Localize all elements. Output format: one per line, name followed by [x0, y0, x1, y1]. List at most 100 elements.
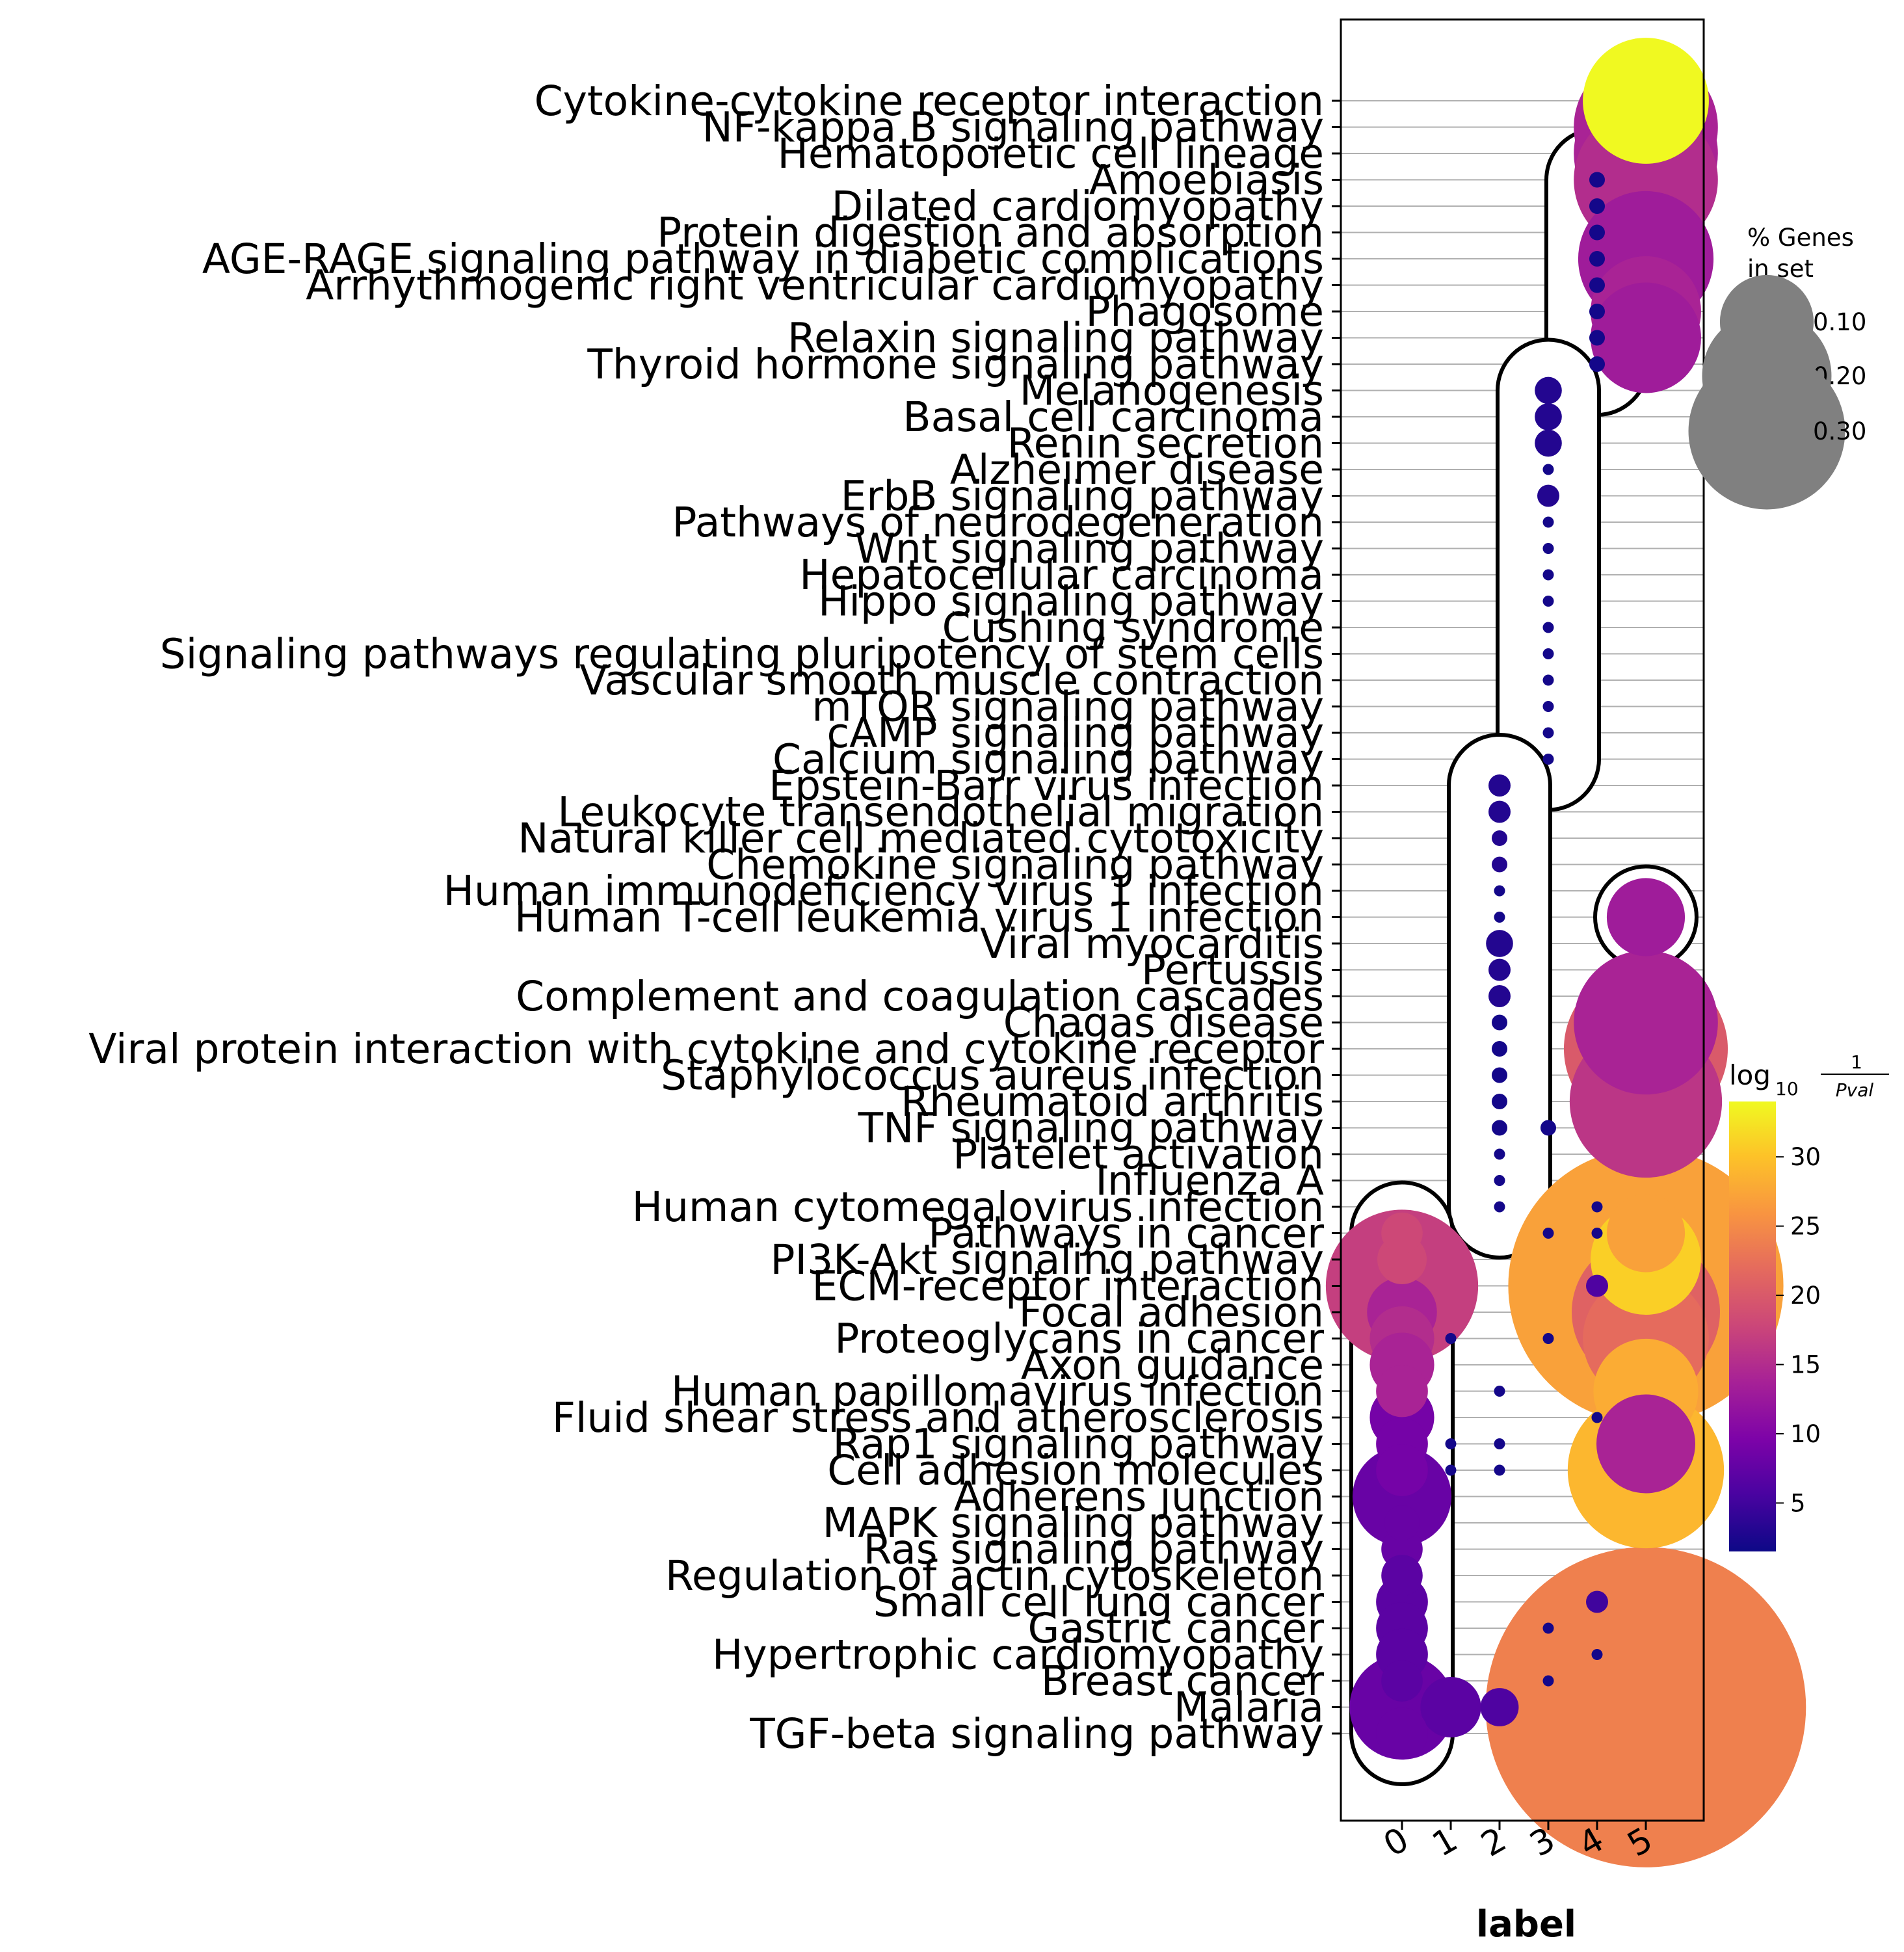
y-tick-marks — [1332, 99, 1341, 1735]
pathway-label: Malaria — [1174, 1684, 1324, 1732]
data-point — [1445, 1464, 1457, 1476]
data-point — [1384, 1505, 1420, 1540]
pathway-label: Pathways of neurodegeneration — [672, 499, 1324, 546]
size-legend: % Genes in set 0.100.200.30 — [1688, 224, 1866, 510]
colorbar-ticks: 5 10 15 20 25 30 — [1776, 1143, 1821, 1517]
data-point — [1542, 1228, 1554, 1239]
pathway-labels: Cytokine-cytokine receptor interactionNF… — [88, 77, 1324, 1758]
pathway-label: Renin secretion — [1007, 420, 1324, 468]
data-points — [1325, 38, 1806, 1867]
x-axis-title: label — [1476, 1903, 1576, 1945]
pathway-label: Dilated cardiomyopathy — [832, 183, 1324, 230]
data-point — [1381, 1212, 1423, 1254]
pathway-label: MAPK signaling pathway — [823, 1499, 1324, 1547]
data-point — [1542, 543, 1554, 554]
pathway-label: Relaxin signaling pathway — [787, 315, 1324, 362]
data-point — [1491, 830, 1508, 847]
pathway-label: Focal adhesion — [1019, 1289, 1324, 1336]
pathway-label: Axon guidance — [1021, 1341, 1324, 1389]
data-point — [1542, 464, 1554, 475]
pathway-label: Complement and coagulation cascades — [516, 973, 1324, 1020]
pathway-label: PI3K-Akt signaling pathway — [771, 1236, 1324, 1284]
data-point — [1586, 1274, 1608, 1297]
data-point — [1491, 1014, 1508, 1031]
data-point — [1591, 1228, 1603, 1239]
pathway-label: Natural killer cell mediated cytotoxicit… — [518, 815, 1324, 862]
pathway-label: Protein digestion and absorption — [657, 209, 1324, 257]
pathway-label: Amoebiasis — [1089, 157, 1324, 204]
data-point — [1376, 1444, 1428, 1496]
plot-frame — [1340, 18, 1705, 1822]
data-point — [1488, 958, 1511, 981]
pathway-label: Melanogenesis — [1020, 367, 1324, 415]
size-legend-dot — [1688, 352, 1845, 510]
pathway-label: Regulation of actin cytoskeleton — [665, 1552, 1324, 1600]
colorbar-tick-label: 25 — [1790, 1213, 1821, 1241]
pathway-label: Fluid shear stress and atherosclerosis — [552, 1394, 1324, 1442]
data-point — [1606, 878, 1686, 956]
pathway-label: Gastric cancer — [1028, 1605, 1325, 1652]
data-point — [1494, 1175, 1505, 1186]
data-point — [1494, 912, 1505, 923]
pathway-label: Hypertrophic cardiomyopathy — [712, 1631, 1324, 1679]
data-point — [1586, 1590, 1608, 1613]
data-point — [1589, 172, 1606, 188]
pathway-label: Basal cell carcinoma — [903, 393, 1324, 441]
data-point — [1480, 1688, 1519, 1726]
data-point — [1591, 282, 1701, 393]
pathway-label: Calcium signaling pathway — [773, 736, 1324, 784]
data-point — [1542, 754, 1554, 765]
pathway-label: TGF-beta signaling pathway — [749, 1710, 1324, 1758]
data-point — [1381, 1660, 1423, 1702]
data-point — [1542, 701, 1554, 712]
pathway-label: cAMP signaling pathway — [826, 709, 1324, 757]
data-point — [1591, 1649, 1603, 1660]
data-point — [1589, 356, 1606, 373]
pathway-label: Epstein-Barr virus infection — [769, 762, 1324, 810]
colorbar-title-base: 10 — [1775, 1078, 1799, 1100]
colorbar-title-log: log — [1729, 1059, 1771, 1091]
x-tick-label: 0 — [1377, 1820, 1416, 1865]
pathway-label: Cushing syndrome — [942, 604, 1324, 652]
data-point — [1540, 1120, 1557, 1136]
data-point — [1589, 277, 1606, 293]
colorbar-tick-label: 5 — [1790, 1489, 1806, 1517]
pathway-label: Platelet activation — [953, 1131, 1324, 1178]
x-tick-label: 1 — [1426, 1820, 1464, 1865]
pathway-label: Leukocyte transendothelial migration — [557, 789, 1324, 836]
data-point — [1420, 1676, 1481, 1738]
colorbar — [1729, 1101, 1776, 1551]
colorbar-title-denominator: Pval — [1836, 1079, 1874, 1101]
size-legend-label: 0.10 — [1813, 308, 1866, 336]
colorbar-tick-label: 10 — [1790, 1420, 1821, 1448]
data-point — [1535, 403, 1562, 430]
data-point — [1596, 1394, 1695, 1494]
data-point — [1589, 198, 1606, 215]
data-point — [1491, 1067, 1508, 1083]
data-point — [1381, 1555, 1423, 1596]
pathway-label: mTOR signaling pathway — [812, 683, 1324, 731]
data-point — [1542, 569, 1554, 581]
colorbar-tick-label: 15 — [1790, 1351, 1821, 1379]
pathway-label: Cytokine-cytokine receptor interaction — [535, 77, 1324, 125]
pathway-label: Alzheimer disease — [950, 446, 1324, 494]
data-point — [1574, 950, 1718, 1095]
pathway-label: NF-kappa B signaling pathway — [702, 104, 1324, 152]
data-point — [1542, 516, 1554, 528]
data-point — [1494, 1386, 1505, 1397]
data-point — [1542, 648, 1554, 659]
data-point — [1606, 1194, 1686, 1273]
pathway-label: Chemokine signaling pathway — [706, 841, 1324, 889]
data-point — [1445, 1333, 1457, 1344]
data-point — [1494, 1464, 1505, 1476]
pathway-label: Human T-cell leukemia virus 1 infection — [514, 894, 1324, 942]
data-point — [1537, 484, 1559, 507]
data-point — [1491, 1040, 1508, 1057]
pathway-label: ECM-receptor interaction — [812, 1263, 1324, 1310]
colorbar-tick-label: 20 — [1790, 1282, 1821, 1310]
data-point — [1491, 1120, 1508, 1136]
color-legend: log 10 1 Pval 5 10 15 20 25 30 — [1729, 1051, 1889, 1551]
data-point — [1535, 429, 1562, 457]
data-point — [1589, 250, 1606, 267]
data-point — [1535, 376, 1562, 404]
